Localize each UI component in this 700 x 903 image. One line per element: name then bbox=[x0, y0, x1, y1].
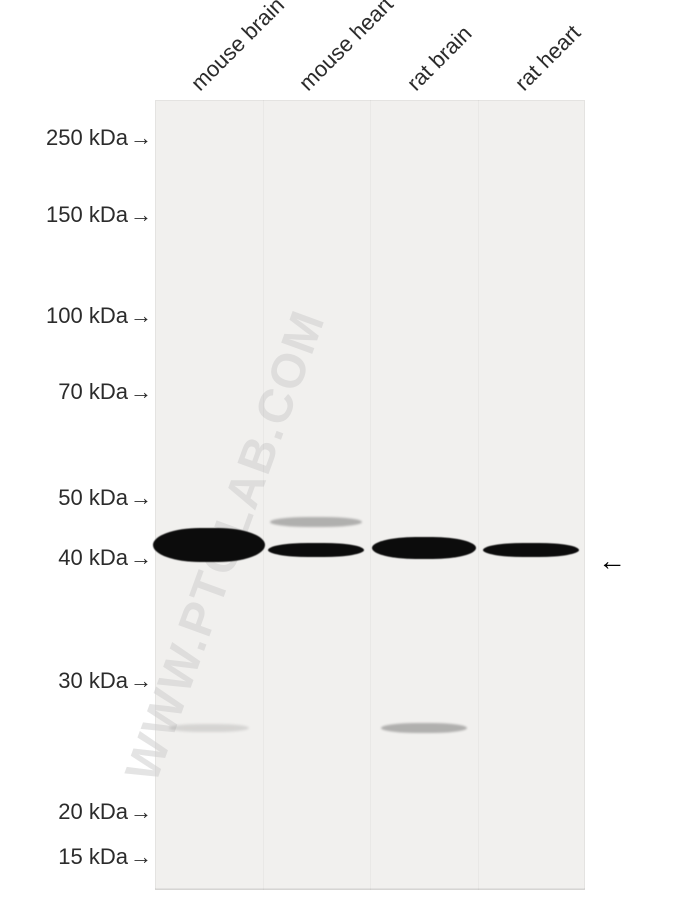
blot-band bbox=[372, 537, 476, 559]
blot-band bbox=[153, 528, 265, 562]
blot-band bbox=[169, 724, 249, 732]
mw-marker-label: 50 kDa bbox=[58, 485, 128, 510]
mw-marker: 30 kDa→ bbox=[58, 668, 152, 694]
mw-marker: 50 kDa→ bbox=[58, 485, 152, 511]
lane-label: mouse heart bbox=[294, 0, 399, 96]
mw-marker: 100 kDa→ bbox=[46, 303, 152, 329]
mw-marker-label: 150 kDa bbox=[46, 202, 128, 227]
mw-marker-label: 20 kDa bbox=[58, 799, 128, 824]
blot-band bbox=[381, 723, 467, 733]
western-blot-figure: WWW.PTGLAB.COM mouse brainmouse heartrat… bbox=[0, 0, 700, 903]
lane-label: rat brain bbox=[402, 21, 477, 96]
mw-marker: 150 kDa→ bbox=[46, 202, 152, 228]
mw-marker: 250 kDa→ bbox=[46, 125, 152, 151]
arrow-right-icon: → bbox=[130, 125, 152, 150]
blot-band bbox=[268, 543, 364, 557]
mw-marker: 40 kDa→ bbox=[58, 545, 152, 571]
mw-marker-label: 30 kDa bbox=[58, 668, 128, 693]
mw-marker-label: 15 kDa bbox=[58, 844, 128, 869]
lane-label: mouse brain bbox=[186, 0, 290, 96]
lane-label: rat heart bbox=[510, 20, 586, 96]
mw-marker-label: 100 kDa bbox=[46, 303, 128, 328]
arrow-right-icon: → bbox=[130, 303, 152, 328]
arrow-right-icon: → bbox=[130, 379, 152, 404]
target-band-arrow: ← bbox=[598, 545, 626, 577]
lane-separator bbox=[478, 100, 479, 890]
lane-separator bbox=[263, 100, 264, 890]
arrow-right-icon: → bbox=[130, 844, 152, 869]
lane-separator bbox=[370, 100, 371, 890]
mw-marker: 20 kDa→ bbox=[58, 799, 152, 825]
mw-marker: 15 kDa→ bbox=[58, 844, 152, 870]
mw-marker-label: 250 kDa bbox=[46, 125, 128, 150]
membrane-bottom-edge bbox=[155, 888, 585, 890]
mw-marker-label: 40 kDa bbox=[58, 545, 128, 570]
arrow-right-icon: → bbox=[130, 485, 152, 510]
mw-marker-label: 70 kDa bbox=[58, 379, 128, 404]
arrow-right-icon: → bbox=[130, 545, 152, 570]
blot-band bbox=[270, 517, 362, 527]
arrow-right-icon: → bbox=[130, 202, 152, 227]
arrow-right-icon: → bbox=[130, 799, 152, 824]
blot-band bbox=[483, 543, 579, 557]
mw-marker: 70 kDa→ bbox=[58, 379, 152, 405]
arrow-right-icon: → bbox=[130, 668, 152, 693]
